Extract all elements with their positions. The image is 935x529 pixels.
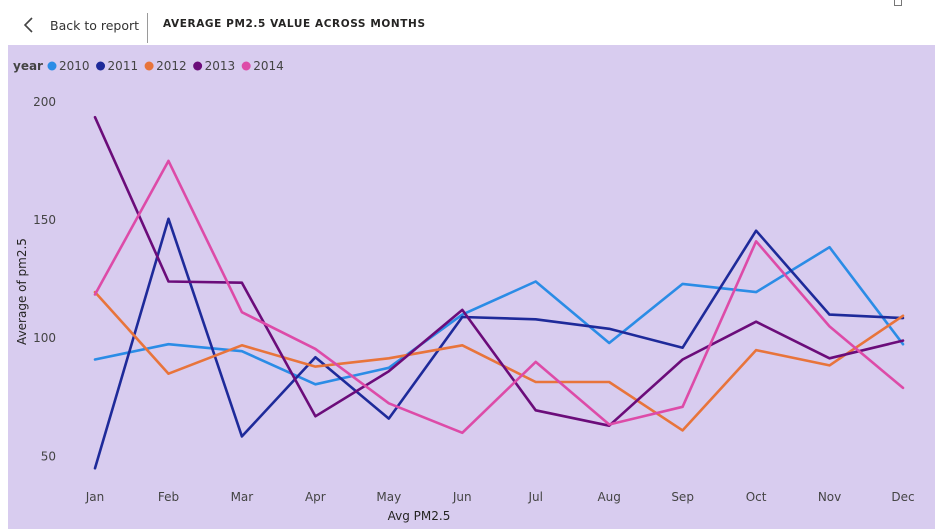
legend-marker-2012 — [144, 61, 154, 71]
back-to-report-label: Back to report — [50, 17, 140, 33]
top-bar: Back to report AVERAGE PM2.5 VALUE ACROS… — [0, 0, 935, 45]
legend-label-2013: 2013 — [205, 59, 236, 73]
legend-label-2011: 2011 — [108, 59, 139, 73]
header-divider — [147, 13, 148, 43]
legend-title: year — [13, 59, 43, 73]
y-axis-title: Average of pm2.5 — [15, 238, 29, 345]
x-axis-title: Avg PM2.5 — [388, 509, 451, 523]
series-line-2011 — [93, 217, 905, 470]
x-tick-label-feb: Feb — [158, 490, 179, 504]
x-tick-label-aug: Aug — [597, 490, 620, 504]
x-tick-label-mar: Mar — [231, 490, 254, 504]
y-tick-label: 50 — [41, 449, 56, 463]
x-tick-label-jan: Jan — [85, 490, 105, 504]
chevron-left-icon — [23, 17, 33, 33]
x-tick-label-oct: Oct — [746, 490, 767, 504]
series-line-2013 — [93, 115, 905, 428]
chart-area: year 2010 2011 2012 2013 2014 50 100 150 200 Jan Fe… — [8, 45, 935, 529]
legend-marker-2014 — [241, 61, 251, 71]
line-chart: year 2010 2011 2012 2013 2014 50 100 150 200 Jan Fe… — [13, 59, 915, 523]
x-tick-label-apr: Apr — [305, 490, 326, 504]
x-tick-label-sep: Sep — [671, 490, 694, 504]
y-tick-label: 200 — [33, 95, 56, 109]
legend-label-2014: 2014 — [253, 59, 284, 73]
x-tick-label-jun: Jun — [452, 490, 472, 504]
legend-marker-2010 — [47, 61, 57, 71]
x-tick-label-dec: Dec — [891, 490, 914, 504]
back-to-report-button[interactable]: Back to report — [22, 13, 139, 37]
y-tick-label: 100 — [33, 331, 56, 345]
page-title: AVERAGE PM2.5 VALUE ACROSS MONTHS — [163, 18, 426, 30]
focus-mode-icon[interactable] — [894, 0, 902, 6]
series-line-2014 — [93, 159, 905, 435]
legend-marker-2013 — [193, 61, 203, 71]
x-tick-label-may: May — [376, 490, 401, 504]
x-tick-label-jul: Jul — [527, 490, 542, 504]
series-line-2012 — [93, 290, 905, 432]
legend-label-2012: 2012 — [156, 59, 187, 73]
x-tick-label-nov: Nov — [818, 490, 841, 504]
legend-label-2010: 2010 — [59, 59, 90, 73]
y-tick-label: 150 — [33, 213, 56, 227]
legend-marker-2011 — [96, 61, 106, 71]
